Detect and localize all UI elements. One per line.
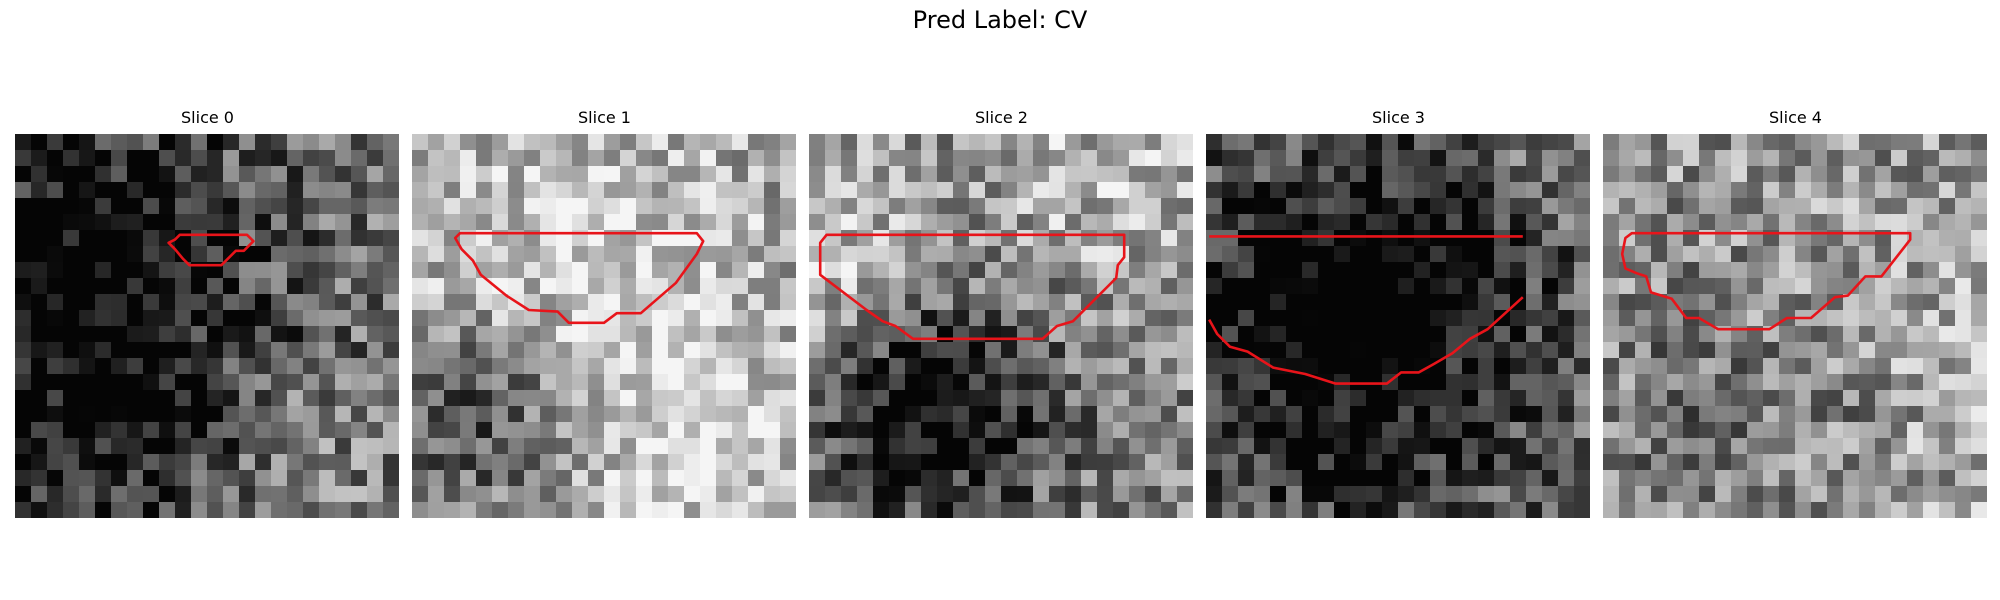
- slice-panel-0: Slice 0: [15, 108, 400, 518]
- slice-panel-4: Slice 4: [1603, 108, 1988, 518]
- slice-image: [1603, 134, 1987, 518]
- pixel-grid: [15, 134, 399, 518]
- pixel-grid: [809, 134, 1193, 518]
- segmentation-contour: [818, 233, 1126, 341]
- segmentation-contour-lower: [1208, 296, 1524, 385]
- slice-title: Slice 2: [975, 108, 1028, 127]
- segmentation-contour: [167, 233, 255, 267]
- pixel-grid: [1603, 134, 1987, 518]
- slice-title: Slice 3: [1372, 108, 1425, 127]
- slice-panel-2: Slice 2: [809, 108, 1194, 518]
- segmentation-contour: [1620, 231, 1912, 331]
- slice-title: Slice 0: [181, 108, 234, 127]
- slice-image: [809, 134, 1193, 518]
- slice-image: [412, 134, 796, 518]
- slice-panel-3: Slice 3: [1206, 108, 1591, 518]
- slice-panel-1: Slice 1: [412, 108, 797, 518]
- slice-image: [15, 134, 399, 518]
- slice-image: [1206, 134, 1590, 518]
- pixel-grid: [1206, 134, 1590, 518]
- pixel-grid: [412, 134, 796, 518]
- slice-title: Slice 4: [1769, 108, 1822, 127]
- figure-title: Pred Label: CV: [912, 6, 1088, 34]
- slice-title: Slice 1: [578, 108, 631, 127]
- segmentation-contour: [453, 231, 705, 325]
